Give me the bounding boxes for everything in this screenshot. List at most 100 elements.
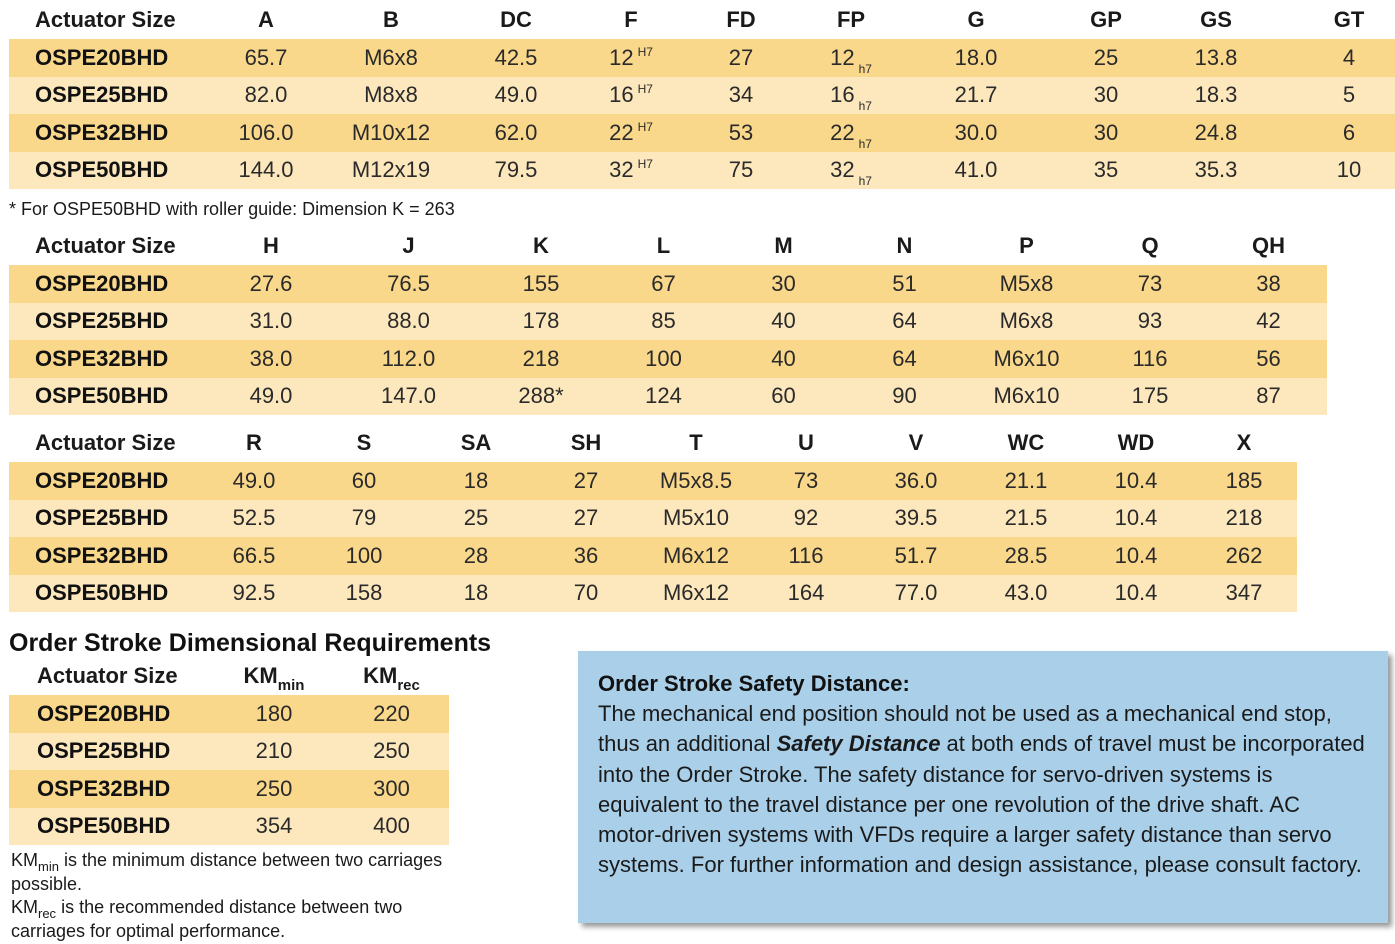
dimension-cell: M6x12: [641, 537, 751, 575]
actuator-size-cell: OSPE50BHD: [9, 574, 201, 612]
dimension-cell: M5x10: [641, 499, 751, 537]
column-header: B: [383, 7, 399, 32]
dimension-cell: 12 h7: [801, 39, 901, 77]
km-value-cell: 220: [334, 695, 449, 733]
dimension-cell: 64: [846, 302, 963, 340]
dimension-cell: 178: [476, 302, 606, 340]
column-header: G: [967, 7, 985, 32]
column-header: L: [656, 233, 671, 258]
dimension-cell: 35: [1051, 151, 1161, 189]
dimension-cell: 42.5: [451, 39, 581, 77]
column-header: SA: [460, 430, 492, 455]
column-header: DC: [500, 7, 532, 32]
dimension-cell: 49.0: [201, 462, 307, 500]
dimension-cell: 25: [421, 499, 531, 537]
dimension-cell: 35.3: [1161, 151, 1271, 189]
table-header-row: Actuator Size KMmin KMrec: [9, 657, 449, 695]
dimension-cell: 51.7: [861, 537, 971, 575]
dimension-cell: 16 H7: [581, 76, 681, 114]
dimension-cell: 32 H7: [581, 151, 681, 189]
actuator-size-cell: OSPE50BHD: [9, 377, 201, 415]
dimension-cell: 28: [421, 537, 531, 575]
dimension-cell: 112.0: [341, 340, 476, 378]
dimension-cell: 79.5: [451, 151, 581, 189]
safety-title: Order Stroke Safety Distance:: [598, 671, 910, 696]
dimension-cell: 100: [307, 537, 421, 575]
table-row: OSPE20BHD 180 220: [9, 695, 449, 733]
dimension-cell: 106.0: [201, 114, 331, 152]
dimensions-table-1: Actuator Size A B DC F FD FP G GP GS GT OSPE20BHD 6…: [9, 1, 1395, 189]
km-value-cell: 210: [214, 732, 334, 770]
dimension-cell: 18.0: [901, 39, 1051, 77]
dimension-cell: 76.5: [341, 265, 476, 303]
dimension-cell: 79: [307, 499, 421, 537]
order-stroke-title: Order Stroke Dimensional Requirements: [9, 629, 492, 657]
table-row: OSPE32BHD 250 300: [9, 770, 449, 808]
actuator-size-cell: OSPE25BHD: [9, 302, 201, 340]
dimension-cell: 10: [1271, 151, 1395, 189]
column-header: GT: [1333, 7, 1365, 32]
dimension-cell: 49.0: [451, 76, 581, 114]
dimension-cell: 10.4: [1081, 499, 1191, 537]
column-header: SH: [570, 430, 602, 455]
dimension-cell: 22 H7: [581, 114, 681, 152]
column-header: Actuator Size: [37, 663, 178, 688]
dimension-cell: M8x8: [331, 76, 451, 114]
dimension-cell: 144.0: [201, 151, 331, 189]
actuator-size-cell: OSPE50BHD: [9, 151, 201, 189]
table-body: OSPE20BHD 180 220 OSPE25BHD 210 250 OSPE32BHD 2…: [9, 695, 449, 845]
column-header: Actuator Size: [35, 7, 176, 32]
dimension-cell: 27: [531, 499, 641, 537]
dimension-cell: 64: [846, 340, 963, 378]
column-header: QH: [1252, 233, 1285, 258]
dimension-cell: 185: [1191, 462, 1297, 500]
dimension-cell: 218: [1191, 499, 1297, 537]
dimension-cell: 40: [721, 340, 846, 378]
table-row: OSPE25BHD 82.0 M8x8 49.0 16 H7 34 16 h7 21.7 30 18.…: [9, 76, 1395, 114]
table-row: OSPE25BHD 52.5 79 25 27 M5x10 92 39.5 21.5 10.4 21…: [9, 499, 1297, 537]
table-row: OSPE50BHD 92.5 158 18 70 M6x12 164 77.0 43.0 10.4…: [9, 574, 1297, 612]
column-header: KMrec: [363, 663, 420, 694]
table-row: OSPE32BHD 66.5 100 28 36 M6x12 116 51.7 28.5 10.4…: [9, 537, 1297, 575]
column-header: J: [402, 233, 415, 258]
dimension-cell: 24.8: [1161, 114, 1271, 152]
column-header: F: [624, 7, 638, 32]
column-header: P: [1019, 233, 1034, 258]
dimension-cell: 38: [1210, 265, 1327, 303]
table-row: OSPE20BHD 49.0 60 18 27 M5x8.5 73 36.0 21.1 10.4 1…: [9, 462, 1297, 500]
dimension-cell: 87: [1210, 377, 1327, 415]
table-body: OSPE20BHD 65.7 M6x8 42.5 12 H7 27 12 h7 18.0 25 13.…: [9, 39, 1395, 189]
dimension-cell: M6x8: [331, 39, 451, 77]
dimension-cell: 18: [421, 574, 531, 612]
column-header: X: [1236, 430, 1252, 455]
column-header: R: [246, 430, 262, 455]
column-header: H: [263, 233, 279, 258]
km-definitions: KMmin is the minimum distance between tw…: [11, 849, 451, 943]
dimension-cell: M6x10: [963, 340, 1090, 378]
dimension-cell: 30.0: [901, 114, 1051, 152]
km-min-definition: KMmin is the minimum distance between tw…: [11, 850, 443, 894]
safety-text: The mechanical end position should not b…: [598, 701, 1365, 878]
dimension-cell: 16 h7: [801, 76, 901, 114]
dimension-cell: 32 h7: [801, 151, 901, 189]
dimension-cell: 116: [1090, 340, 1210, 378]
actuator-size-cell: OSPE20BHD: [9, 39, 201, 77]
dimension-cell: 6: [1271, 114, 1395, 152]
dimension-cell: M5x8.5: [641, 462, 751, 500]
dimension-cell: 31.0: [201, 302, 341, 340]
dimension-cell: 288*: [476, 377, 606, 415]
dimension-cell: 51: [846, 265, 963, 303]
dimension-cell: 30: [1051, 76, 1161, 114]
dimension-cell: 5: [1271, 76, 1395, 114]
km-value-cell: 250: [214, 770, 334, 808]
dimensions-table-3: Actuator Size R S SA SH T U V WC WD X OSPE20BHD 49.…: [9, 424, 1297, 612]
dimension-cell: 39.5: [861, 499, 971, 537]
footnote: * For OSPE50BHD with roller guide: Dimen…: [9, 199, 455, 219]
column-header: N: [896, 233, 913, 258]
dimension-cell: 62.0: [451, 114, 581, 152]
km-value-cell: 250: [334, 732, 449, 770]
dimension-cell: 43.0: [971, 574, 1081, 612]
dimension-cell: 27.6: [201, 265, 341, 303]
dimension-cell: 92: [751, 499, 861, 537]
dimension-cell: 175: [1090, 377, 1210, 415]
